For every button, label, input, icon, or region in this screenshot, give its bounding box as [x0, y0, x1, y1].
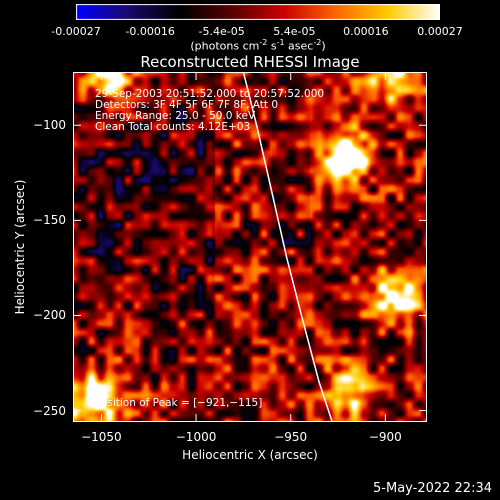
colorbar-tick-label: -0.00027	[51, 25, 101, 38]
x-axis-label: Heliocentric X (arcsec)	[182, 448, 318, 462]
y-tick-label: −150	[33, 213, 66, 228]
colorbar	[76, 4, 440, 20]
x-tick-label: −1000	[175, 430, 217, 444]
date-stamp: 5-May-2022 22:34	[373, 481, 492, 496]
x-tick-label: −1050	[81, 430, 122, 444]
info-time-range: 29-Sep-2003 20:51:52.000 to 20:57:52.000	[95, 88, 325, 100]
peak-position-label: Position of Peak = [−921,−115]	[95, 397, 263, 409]
rhessi-image-heatmap	[73, 72, 427, 422]
y-tick-label: −250	[33, 403, 66, 418]
colorbar-tick-label: 0.00016	[343, 25, 389, 38]
plot-frame	[73, 72, 427, 422]
y-tick-label: −200	[33, 308, 66, 323]
colorbar-tick-label: 5.4e-05	[273, 25, 316, 38]
x-tick-label: −950	[274, 430, 308, 444]
colorbar-tick-label: -0.00016	[125, 25, 175, 38]
info-detectors: Detectors: 3F 4F 5F 6F 7F 8F, Att 0	[95, 99, 279, 111]
colorbar-tick-label: 0.00027	[417, 25, 463, 38]
x-tick-label: −900	[368, 430, 402, 444]
info-clean-counts: Clean Total counts: 4.12E+03	[95, 121, 251, 133]
colorbar-units: (photons cm-2 s-1 asec-2)	[190, 38, 326, 53]
plot-title: Reconstructed RHESSI Image	[140, 53, 360, 71]
colorbar-tick-label: -5.4e-05	[198, 25, 245, 38]
info-energy-range: Energy Range: 25.0 - 50.0 keV	[95, 110, 256, 122]
solar-limb-curve	[242, 72, 334, 422]
plot-overlay	[73, 72, 427, 422]
y-axis-label: Heliocentric Y (arcsec)	[13, 179, 27, 315]
y-tick-label: −100	[33, 118, 66, 133]
